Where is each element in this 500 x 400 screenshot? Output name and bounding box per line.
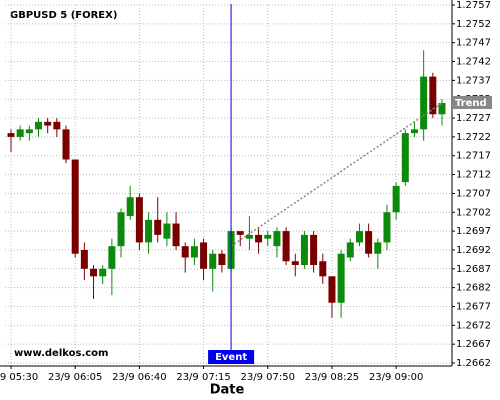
candle-body [365,231,373,254]
y-tick-label: 1.2747 [456,38,491,49]
y-tick-label: 1.2687 [456,264,491,275]
candle-body [90,268,98,277]
candle-body [209,253,217,269]
candle-body [7,133,15,137]
candle-body [71,159,79,254]
y-tick-label: 1.2697 [456,226,491,237]
candle-body [429,76,437,115]
candle-body [181,246,189,258]
y-tick-label: 1.2712 [456,170,491,181]
candle-body [282,231,290,262]
trend-line [230,102,443,247]
candle-body [80,249,88,269]
y-tick-label: 1.2662 [456,358,491,369]
candle-body [135,197,143,243]
y-tick-label: 1.2757 [456,0,491,11]
candle-body [355,231,363,243]
y-tick-label: 1.2667 [456,339,491,350]
candle-body [245,234,253,239]
y-tick-label: 1.2742 [456,57,491,68]
y-tick-label: 1.2727 [456,113,491,124]
candle-body [420,76,428,130]
candle-body [346,242,354,258]
x-tick-label: 23/9 06:05 [48,372,102,383]
y-tick-label: 1.2677 [456,301,491,312]
y-tick-label: 1.2692 [456,245,491,256]
y-tick-label: 1.2702 [456,207,491,218]
candle-body [392,185,400,213]
trend-label: Trend [455,98,487,109]
candle-body [218,253,226,266]
y-tick-label: 1.2737 [456,75,491,86]
candle-body [44,121,52,126]
candle-body [62,129,70,160]
candle-body [310,234,318,266]
y-tick-label: 1.2717 [456,151,491,162]
candle-body [264,234,272,239]
candle-body [99,268,107,277]
candle-body [200,242,208,269]
candle-body [117,212,125,247]
candle-body [163,223,171,239]
candle-body [145,219,153,243]
candle-body [291,261,299,266]
watermark: www.delkos.com [14,348,108,359]
x-tick-label: 23/9 09:00 [369,372,423,383]
candle-body [438,102,446,115]
candle-body [108,246,116,269]
candle-body [236,231,244,235]
x-tick-label: 23/9 07:15 [176,372,230,383]
candle-body [273,231,281,247]
candle-body [319,261,327,277]
chart-title: GBPUSD 5 (FOREX) [10,10,117,21]
candle-body [25,129,33,134]
candle-body [190,246,198,258]
y-tick-label: 1.2707 [456,188,491,199]
candle-body [374,242,382,254]
x-tick-label: 23/9 07:50 [241,372,295,383]
x-tick-label: 23/9 05:30 [0,372,38,383]
candle-body [300,234,308,266]
x-axis-label: Date [210,383,245,398]
candle-body [35,121,43,130]
candle-body [255,234,263,243]
candle-body [337,253,345,303]
y-tick-label: 1.2752 [456,19,491,30]
x-tick-label: 23/9 06:40 [112,372,166,383]
y-tick-label: 1.2672 [456,320,491,331]
candle-body [328,276,336,303]
candle-body [53,121,61,130]
trend-label-box [452,95,492,109]
candle-body [410,129,418,134]
y-tick-label: 1.2722 [456,132,491,143]
event-label: Event [215,352,247,363]
candle-body [401,133,409,183]
event-label-box [208,350,255,364]
candle-body [172,223,180,247]
x-tick-label: 23/9 08:25 [305,372,359,383]
candle-body [126,197,134,217]
y-tick-label: 1.2682 [456,283,491,294]
candle-body [383,212,391,243]
candle-body [16,129,24,137]
candle-body [154,219,162,235]
